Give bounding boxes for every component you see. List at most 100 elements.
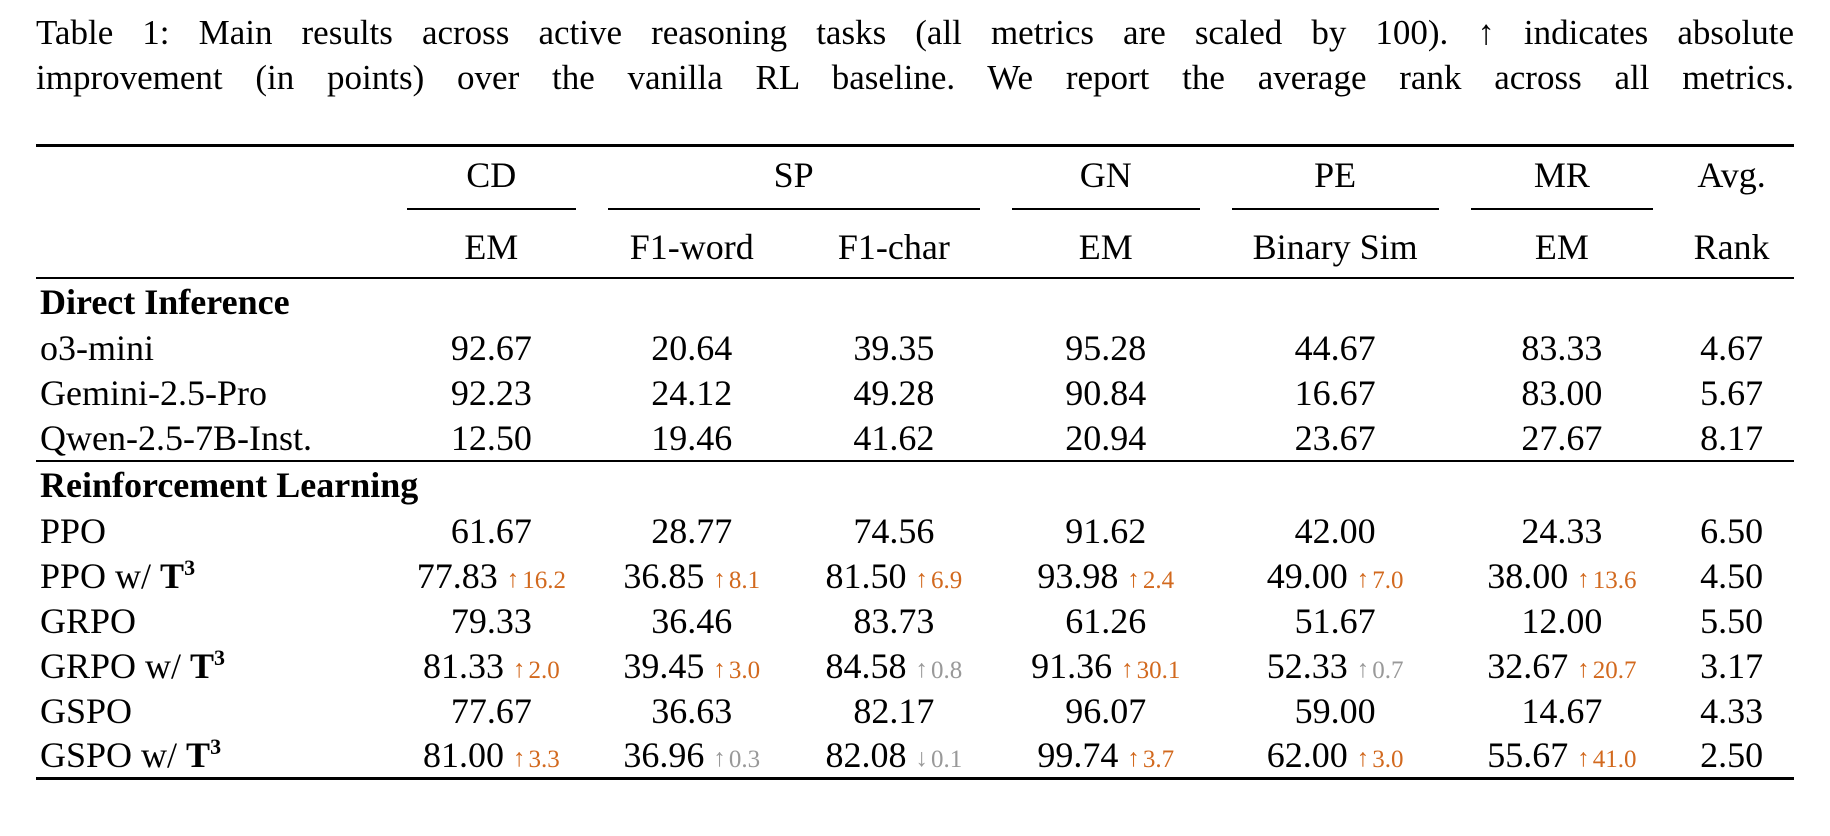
up-arrow-icon: ↑ <box>506 566 520 593</box>
metric-value: 81.00 <box>422 735 504 776</box>
paper-page: Table 1: Main results across active reas… <box>0 10 1830 836</box>
up-arrow-icon: ↑ <box>713 566 726 593</box>
delta-badge: ↓ 0.1 <box>916 745 963 774</box>
up-arrow-icon: ↑ <box>915 656 929 683</box>
metric-cell: 82.17 <box>792 689 996 734</box>
method-cell: Qwen-2.5-7B-Inst. <box>36 416 391 461</box>
up-arrow-icon: ↑ <box>512 656 526 683</box>
empty-header-cell <box>1669 204 1794 218</box>
metric-cell: 59.00 <box>1216 689 1455 734</box>
t3-symbol: T3 <box>160 555 196 596</box>
metric-cell: 19.46 <box>592 416 792 461</box>
metric-cell: 42.00 <box>1216 509 1455 554</box>
metric-value: 49.28 <box>853 373 935 413</box>
metric-value: 74.56 <box>853 511 935 551</box>
delta-value: 7.0 <box>1372 567 1404 594</box>
metric-cell: 36.96 ↑ 0.3 <box>592 734 792 779</box>
metric-value: 82.08 <box>825 735 907 776</box>
metric-cell: 82.08 ↓ 0.1 <box>792 734 996 779</box>
group-header-pe: PE <box>1314 155 1357 196</box>
delta-badge: ↑ 3.0 <box>713 656 761 684</box>
up-arrow-icon: ↑ <box>713 745 726 773</box>
subheader-f1-char: F1-char <box>791 217 996 279</box>
metric-cell: 81.00 ↑ 3.3 <box>391 734 591 779</box>
metric-value: 12.00 <box>1521 601 1603 641</box>
table-row: GRPO w/ T3 81.33 ↑ 2.0 39.45 ↑ 3.0 84.58 ↑ 0.8 91.… <box>36 644 1794 689</box>
metric-value: 42.00 <box>1294 511 1376 551</box>
method-cell: PPO w/ T3 <box>36 554 391 599</box>
metric-value: 95.28 <box>1065 328 1147 368</box>
delta-badge: ↑ 3.3 <box>513 745 560 773</box>
group-header-sp: SP <box>773 155 814 196</box>
metric-value: 5.67 <box>1700 373 1764 413</box>
group-header-gn: GN <box>1079 155 1132 196</box>
metric-value: 41.62 <box>853 417 935 458</box>
subheader-rank: Rank <box>1669 217 1794 279</box>
metric-cell: 36.85 ↑ 8.1 <box>592 554 792 599</box>
up-arrow-icon: ↑ <box>713 656 726 683</box>
metric-value: 24.33 <box>1521 511 1603 551</box>
metric-value: 96.07 <box>1065 691 1147 731</box>
metric-value: 2.50 <box>1700 735 1764 776</box>
metric-value: 19.46 <box>651 417 733 458</box>
metric-cell: 49.00 ↑ 7.0 <box>1216 554 1455 599</box>
subheader-row: EM F1-word F1-char EM Binary Sim EM Rank <box>36 217 1794 279</box>
delta-badge: ↑ 0.8 <box>915 656 963 684</box>
metric-cell: 5.67 <box>1669 371 1794 416</box>
metric-cell: 95.28 <box>996 326 1216 371</box>
metric-cell: 28.77 <box>592 509 792 554</box>
delta-value: 0.1 <box>931 746 963 774</box>
delta-value: 3.7 <box>1142 746 1175 774</box>
metric-value: 59.00 <box>1294 691 1376 731</box>
cmidrule-cd <box>407 207 576 210</box>
metric-value: 92.67 <box>450 328 532 368</box>
metric-value: 83.73 <box>853 601 935 641</box>
metric-value: 8.17 <box>1700 417 1764 458</box>
metric-value: 20.64 <box>651 328 733 368</box>
metric-cell: 83.73 <box>792 599 996 644</box>
table-row: GSPO w/ T3 81.00 ↑ 3.3 36.96 ↑ 0.3 82.08 ↓ 0.1 99.… <box>36 734 1794 779</box>
metric-value: 82.17 <box>853 691 935 731</box>
t3-symbol: T3 <box>186 734 222 776</box>
metric-value: 24.12 <box>651 373 733 413</box>
delta-badge: ↑ 7.0 <box>1357 566 1404 594</box>
metric-cell: 41.62 <box>792 416 996 461</box>
method-cell: Gemini-2.5-Pro <box>36 371 391 416</box>
delta-value: 0.7 <box>1372 657 1404 684</box>
subheader-cd-em: EM <box>391 217 592 279</box>
metric-value: 44.67 <box>1294 328 1376 368</box>
metric-value: 14.67 <box>1521 691 1603 731</box>
metric-cell: 49.28 <box>792 371 996 416</box>
delta-value: 3.0 <box>728 657 761 684</box>
section-title: Reinforcement Learning <box>36 459 1794 509</box>
method-label: GSPO w/ <box>40 735 187 776</box>
metric-value: 83.33 <box>1521 328 1603 368</box>
method-label: GSPO <box>40 691 133 731</box>
header-cell <box>391 204 591 218</box>
metric-value: 61.67 <box>450 511 532 551</box>
metric-value: 12.50 <box>450 417 532 458</box>
metric-value: 3.17 <box>1700 646 1764 686</box>
metric-cell: 16.67 <box>1216 371 1455 416</box>
metric-value: 32.67 <box>1487 646 1569 686</box>
method-label: o3-mini <box>40 328 154 368</box>
section-header-row: Direct Inference <box>36 278 1794 326</box>
metric-value: 93.98 <box>1037 556 1119 596</box>
metric-value: 99.74 <box>1037 735 1119 776</box>
metric-value: 62.00 <box>1266 735 1348 776</box>
metric-cell: 44.67 <box>1216 326 1455 371</box>
metric-value: 92.23 <box>450 373 532 413</box>
metric-value: 27.67 <box>1521 417 1603 458</box>
delta-value: 41.0 <box>1592 746 1637 774</box>
delta-badge: ↑ 16.2 <box>506 566 566 594</box>
metric-value: 39.35 <box>853 328 935 368</box>
metric-value: 4.67 <box>1700 328 1764 368</box>
delta-value: 0.8 <box>931 657 963 684</box>
metric-value: 55.67 <box>1487 735 1569 776</box>
metric-cell: 55.67 ↑ 41.0 <box>1455 734 1669 779</box>
subheader-f1-word: F1-word <box>591 217 792 279</box>
up-arrow-icon: ↑ <box>1127 745 1140 773</box>
metric-cell: 74.56 <box>792 509 996 554</box>
up-arrow-icon: ↑ <box>1577 745 1590 773</box>
metric-cell: 24.12 <box>592 371 792 416</box>
